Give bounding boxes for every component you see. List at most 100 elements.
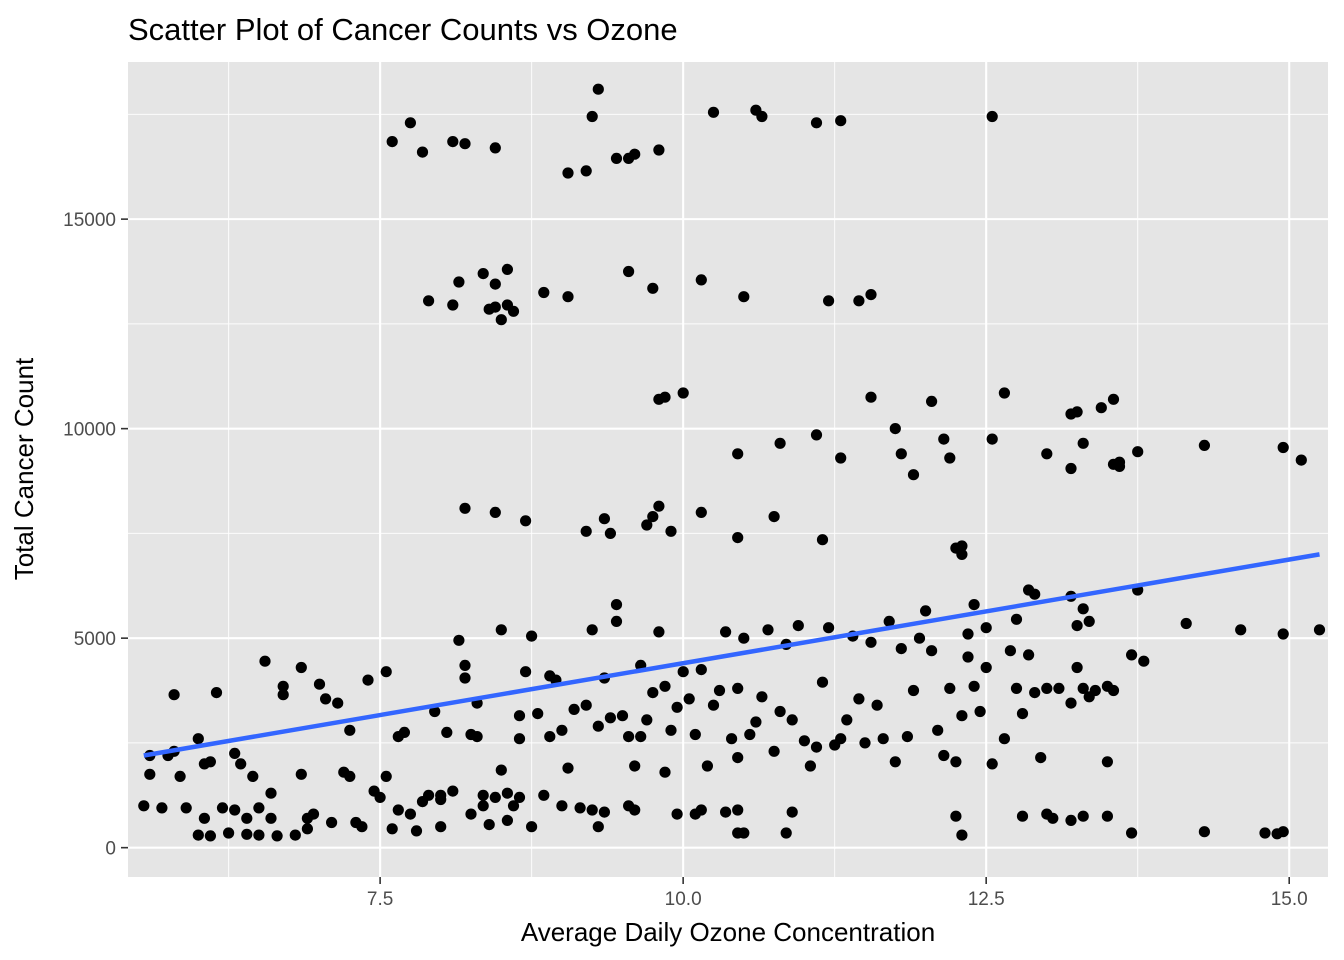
data-point: [1077, 682, 1089, 695]
data-point: [695, 506, 707, 518]
data-point: [1138, 655, 1150, 667]
data-point: [835, 452, 847, 464]
data-point: [604, 527, 617, 540]
data-point: [253, 802, 265, 814]
data-point: [156, 802, 168, 814]
data-point: [604, 712, 617, 724]
data-point: [568, 703, 580, 716]
data-point: [756, 110, 768, 123]
data-point: [889, 756, 901, 768]
y-axis-ticks: 0 5000 10000 15000: [63, 210, 128, 860]
data-point: [138, 800, 150, 812]
data-point: [950, 756, 962, 768]
data-point: [732, 532, 744, 544]
data-point: [580, 699, 592, 711]
data-point: [586, 110, 598, 123]
data-point: [1016, 708, 1029, 720]
trend-layer: [143, 552, 1320, 758]
data-point: [362, 674, 374, 686]
data-point: [471, 731, 483, 743]
data-point: [192, 733, 204, 745]
data-point: [883, 615, 895, 628]
data-point: [410, 825, 423, 837]
data-point: [707, 106, 720, 118]
data-point: [380, 770, 392, 783]
data-point: [750, 716, 762, 728]
data-point: [962, 628, 974, 640]
data-point: [404, 117, 416, 129]
y-tick-label: 5000: [74, 629, 116, 650]
data-point: [1004, 645, 1017, 657]
data-point: [756, 691, 768, 703]
data-point: [798, 735, 811, 747]
data-point: [586, 804, 598, 816]
data-point: [307, 808, 320, 820]
data-point: [980, 661, 992, 674]
data-point: [489, 506, 501, 518]
data-point: [816, 534, 829, 546]
y-tick-label: 15000: [63, 210, 116, 231]
data-point: [404, 808, 416, 820]
data-point: [253, 829, 265, 841]
data-point: [1077, 810, 1089, 822]
data-point: [1235, 624, 1247, 636]
y-tick-label: 0: [105, 839, 116, 860]
data-point: [277, 689, 289, 701]
data-point: [726, 733, 738, 745]
data-point: [738, 632, 750, 644]
data-point: [332, 697, 344, 709]
data-point: [895, 643, 907, 655]
data-point: [629, 760, 641, 772]
data-point: [926, 395, 938, 407]
data-point: [1259, 827, 1271, 839]
data-point: [580, 525, 592, 537]
x-axis-title: Average Daily Ozone Concentration: [521, 917, 935, 947]
data-point: [877, 733, 889, 745]
data-point: [653, 500, 665, 512]
data-point: [429, 705, 441, 718]
data-point: [532, 708, 544, 720]
data-point: [859, 737, 871, 749]
data-point: [495, 314, 507, 326]
data-point: [629, 804, 641, 816]
data-point: [738, 827, 750, 839]
data-point: [1126, 827, 1138, 839]
data-point: [901, 731, 914, 743]
data-point: [374, 791, 386, 804]
data-point: [241, 812, 253, 824]
data-point: [459, 659, 471, 672]
data-point: [477, 789, 489, 801]
y-axis-title: Total Cancer Count: [9, 357, 39, 580]
data-point: [513, 733, 526, 745]
data-point: [962, 651, 974, 663]
data-point: [762, 624, 774, 636]
data-point: [810, 741, 823, 753]
data-point: [968, 680, 980, 692]
data-point: [562, 762, 574, 774]
data-point: [804, 760, 817, 772]
data-point: [1016, 810, 1029, 822]
data-point: [907, 469, 920, 481]
data-point: [204, 756, 216, 768]
data-point: [229, 747, 241, 760]
data-point: [659, 391, 671, 403]
data-point: [586, 624, 598, 636]
data-point: [513, 710, 526, 722]
data-point: [998, 733, 1011, 745]
data-point: [738, 291, 750, 303]
data-point: [713, 684, 726, 697]
data-point: [968, 599, 980, 611]
data-point: [938, 749, 950, 762]
data-point: [623, 265, 635, 278]
data-point: [907, 684, 920, 697]
data-point: [216, 802, 229, 814]
data-point: [271, 830, 283, 842]
data-point: [229, 804, 241, 816]
data-point: [956, 710, 968, 722]
data-point: [1107, 393, 1120, 405]
data-point: [1198, 439, 1210, 451]
data-point: [168, 689, 180, 701]
data-point: [1071, 661, 1083, 674]
data-point: [732, 682, 744, 695]
data-point: [483, 819, 495, 831]
